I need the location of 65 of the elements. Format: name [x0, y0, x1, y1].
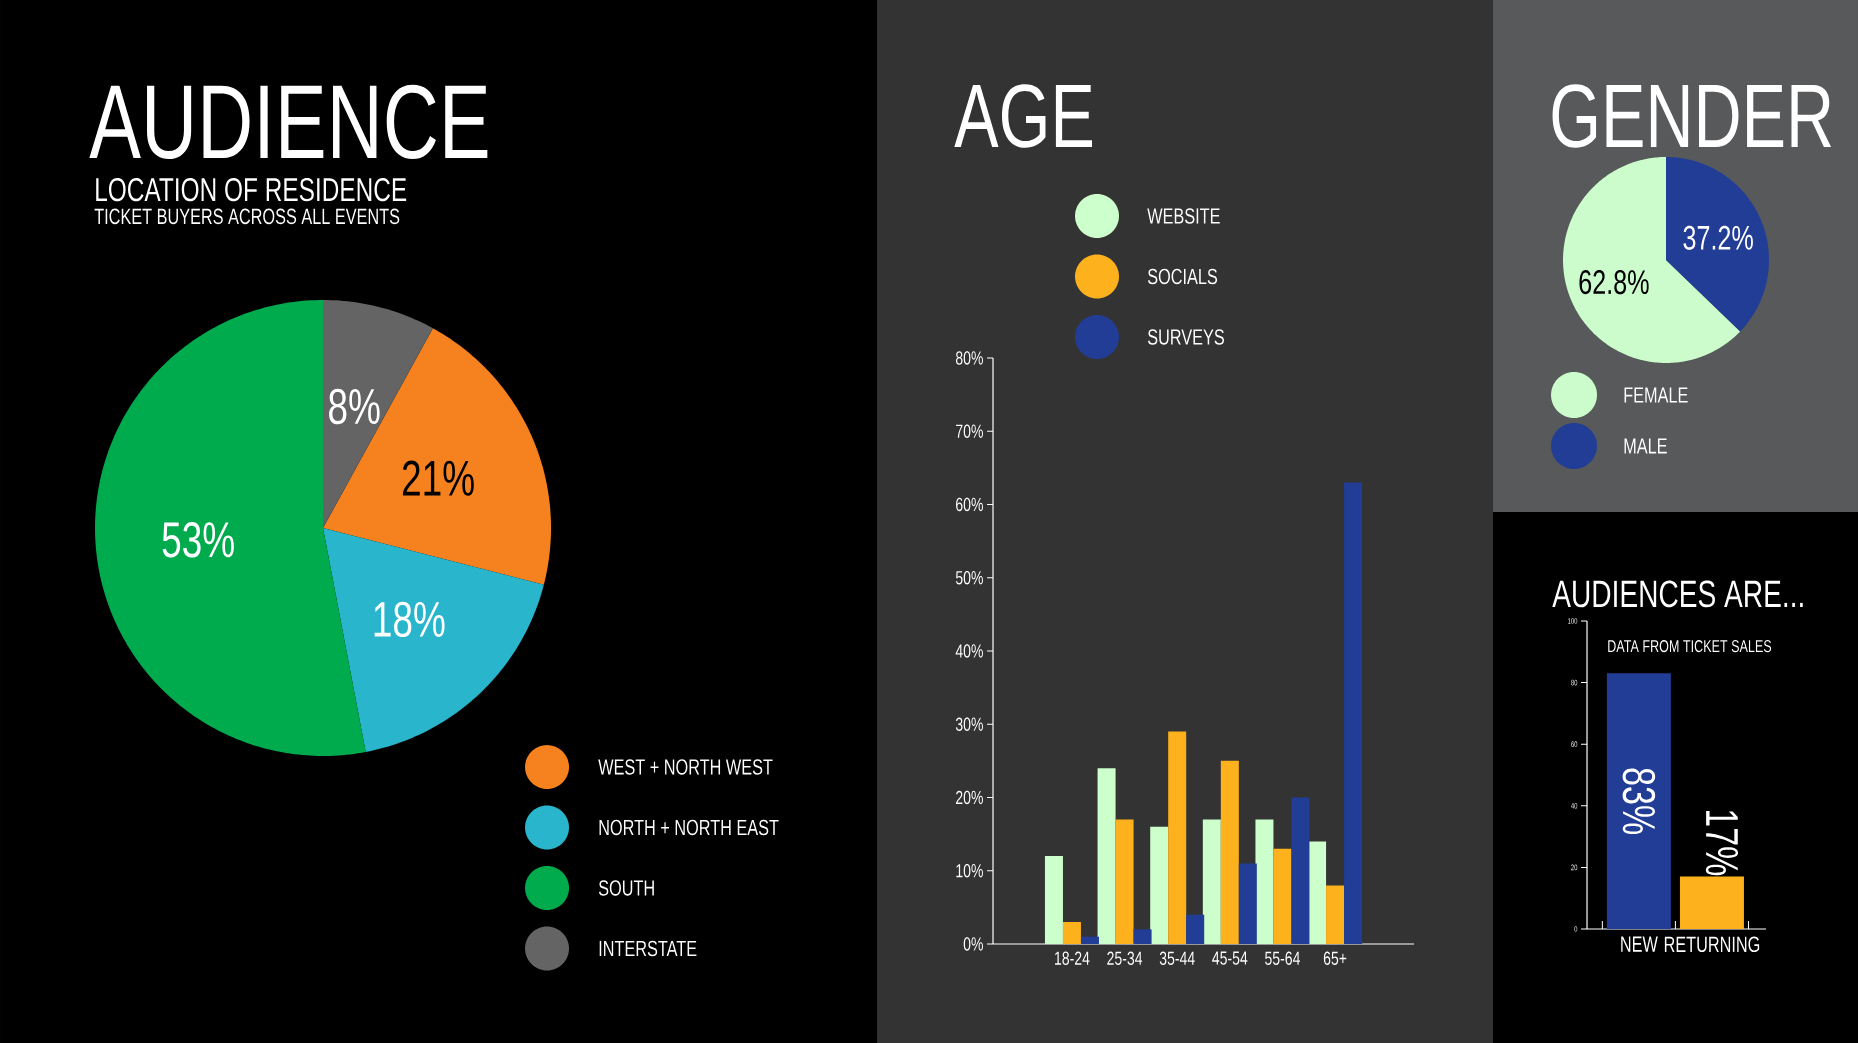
- legend-label: FEMALE: [1624, 387, 1688, 403]
- chart-title: AGE: [954, 84, 1093, 148]
- data-label: 8%: [329, 388, 380, 425]
- y-tick-label: 80%: [955, 351, 983, 365]
- bar: [1344, 482, 1363, 944]
- y-tick-label: 0%: [963, 937, 983, 951]
- bar: [1097, 768, 1116, 944]
- x-tick-label: 55-64: [1265, 951, 1300, 965]
- legend-label: WEST + NORTH WEST: [598, 759, 773, 775]
- bar: [1326, 885, 1345, 944]
- legend-label: SOUTH: [598, 880, 654, 896]
- bar: [1080, 936, 1099, 944]
- bar: [1062, 922, 1081, 944]
- bar: [1220, 760, 1239, 944]
- x-tick-label: 18-24: [1055, 951, 1090, 965]
- legend-label: SOCIALS: [1147, 268, 1218, 285]
- bar: [1115, 819, 1134, 944]
- x-tick-label: 25-34: [1107, 951, 1143, 965]
- y-tick-label: 30%: [955, 717, 983, 731]
- bar: [1186, 914, 1205, 944]
- y-tick-label: 100: [1568, 618, 1578, 624]
- y-tick-label: 20%: [956, 790, 983, 805]
- bar: [1133, 929, 1152, 944]
- data-label: 83%: [1622, 768, 1656, 834]
- chart-title: AUDIENCE: [89, 84, 488, 160]
- y-tick-label: 70%: [956, 424, 983, 438]
- x-tick-label: 65+: [1323, 951, 1347, 965]
- y-tick-label: 80: [1571, 679, 1578, 686]
- y-tick-label: 40%: [955, 644, 983, 658]
- data-label: 17%: [1705, 810, 1739, 876]
- x-tick-label: 35-44: [1159, 951, 1195, 965]
- text: TICKET BUYERS ACROSS ALL EVENTS: [94, 208, 400, 225]
- bar: [1238, 863, 1257, 944]
- bar: [1291, 797, 1310, 944]
- data-label: 62.8%: [1579, 270, 1649, 295]
- bar: [1255, 819, 1274, 944]
- bar: [1044, 856, 1063, 944]
- legend-label: WEBSITE: [1147, 208, 1220, 224]
- x-tick-label: NEW: [1621, 936, 1658, 952]
- bar: [1308, 841, 1327, 944]
- data-label: 37.2%: [1683, 225, 1753, 250]
- bar: [1168, 731, 1187, 944]
- y-tick-label: 20: [1571, 864, 1578, 871]
- bar: [1273, 848, 1292, 944]
- bar: [1150, 826, 1169, 944]
- chart-subtitle: LOCATION OF RESIDENCE: [96, 177, 407, 202]
- data-label: 18%: [374, 601, 445, 638]
- y-tick-label: 40: [1571, 802, 1578, 809]
- y-tick-label: 10%: [956, 864, 983, 878]
- y-tick-label: 60: [1571, 741, 1578, 748]
- x-tick-label: RETURNING: [1664, 936, 1760, 953]
- data-label: 21%: [402, 460, 474, 496]
- legend-label: INTERSTATE: [599, 940, 697, 957]
- data-label: 53%: [162, 522, 234, 558]
- legend-label: SURVEYS: [1147, 329, 1224, 345]
- chart-title: GENDER: [1552, 84, 1832, 148]
- y-tick-label: 0: [1574, 926, 1578, 932]
- chart-title: AUDIENCES ARE...: [1552, 580, 1803, 608]
- legend-label: MALE: [1624, 438, 1667, 454]
- y-tick-label: 60%: [956, 497, 983, 512]
- text: DATA FROM TICKET SALES: [1608, 640, 1772, 653]
- bar: [1202, 819, 1221, 944]
- legend-label: NORTH + NORTH EAST: [599, 819, 779, 836]
- x-tick-label: 45-54: [1212, 951, 1248, 965]
- y-tick-label: 50%: [955, 571, 983, 585]
